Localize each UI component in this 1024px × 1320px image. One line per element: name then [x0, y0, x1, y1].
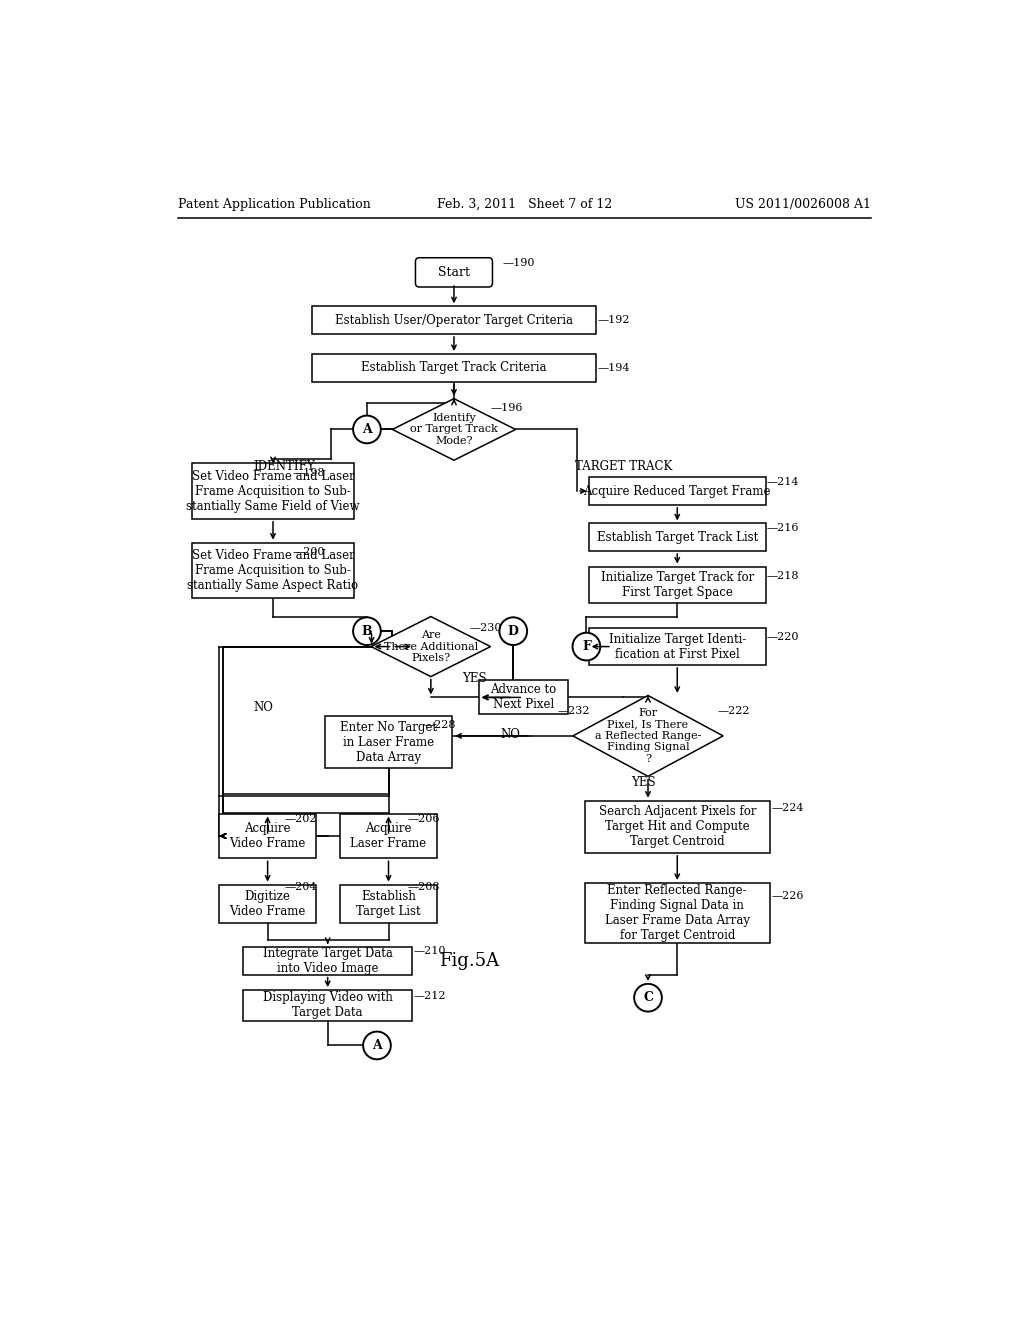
Text: —196: —196 [490, 403, 522, 413]
Text: —200: —200 [292, 546, 325, 557]
Circle shape [572, 632, 600, 660]
Text: —218: —218 [767, 570, 799, 581]
Text: Acquire Reduced Target Frame: Acquire Reduced Target Frame [584, 484, 771, 498]
Text: Advance to
Next Pixel: Advance to Next Pixel [490, 684, 556, 711]
Text: F: F [582, 640, 591, 653]
Text: —222: —222 [717, 706, 750, 717]
FancyBboxPatch shape [243, 946, 413, 974]
Text: Integrate Target Data
into Video Image: Integrate Target Data into Video Image [263, 946, 392, 974]
Text: Start: Start [438, 265, 470, 279]
Circle shape [353, 416, 381, 444]
Text: Establish
Target List: Establish Target List [356, 890, 421, 917]
Text: —208: —208 [408, 882, 440, 892]
Text: —216: —216 [767, 523, 799, 533]
Text: NO: NO [500, 727, 520, 741]
Text: D: D [508, 624, 519, 638]
FancyBboxPatch shape [311, 306, 596, 334]
Text: —190: —190 [503, 259, 535, 268]
Polygon shape [371, 616, 490, 677]
FancyBboxPatch shape [585, 800, 770, 853]
Text: —212: —212 [414, 991, 446, 1001]
Text: —230: —230 [469, 623, 502, 634]
Text: IDENTIFY: IDENTIFY [254, 459, 315, 473]
Text: B: B [361, 624, 373, 638]
Text: —210: —210 [414, 946, 446, 957]
Text: Fig.5A: Fig.5A [438, 952, 499, 970]
Text: —194: —194 [598, 363, 631, 372]
Circle shape [634, 983, 662, 1011]
Text: —228: —228 [423, 721, 456, 730]
FancyBboxPatch shape [589, 566, 766, 603]
Text: C: C [643, 991, 653, 1005]
Text: A: A [362, 422, 372, 436]
FancyBboxPatch shape [585, 883, 770, 942]
Text: —214: —214 [767, 477, 799, 487]
Polygon shape [392, 399, 515, 461]
Circle shape [364, 1032, 391, 1059]
Text: YES: YES [631, 776, 655, 788]
Text: Displaying Video with
Target Data: Displaying Video with Target Data [263, 991, 392, 1019]
Text: Initialize Target Track for
First Target Space: Initialize Target Track for First Target… [601, 572, 754, 599]
Circle shape [500, 618, 527, 645]
Text: YES: YES [462, 672, 486, 685]
Text: US 2011/0026008 A1: US 2011/0026008 A1 [735, 198, 871, 211]
Text: Are
There Additional
Pixels?: Are There Additional Pixels? [384, 630, 478, 663]
Text: —224: —224 [771, 804, 804, 813]
Text: NO: NO [254, 701, 273, 714]
Text: —204: —204 [285, 882, 317, 892]
Text: Establish Target Track List: Establish Target Track List [597, 531, 758, 544]
FancyBboxPatch shape [325, 715, 452, 768]
Text: —232: —232 [558, 706, 591, 717]
FancyBboxPatch shape [340, 884, 436, 923]
Text: Enter No Target
in Laser Frame
Data Array: Enter No Target in Laser Frame Data Arra… [340, 721, 437, 763]
Text: Feb. 3, 2011   Sheet 7 of 12: Feb. 3, 2011 Sheet 7 of 12 [437, 198, 612, 211]
Polygon shape [572, 696, 723, 776]
Text: Enter Reflected Range-
Finding Signal Data in
Laser Frame Data Array
for Target : Enter Reflected Range- Finding Signal Da… [605, 884, 750, 942]
Text: —192: —192 [598, 315, 631, 325]
Text: Acquire
Laser Frame: Acquire Laser Frame [350, 822, 427, 850]
FancyBboxPatch shape [589, 628, 766, 665]
Text: For
Pixel, Is There
a Reflected Range-
Finding Signal
?: For Pixel, Is There a Reflected Range- F… [595, 708, 701, 764]
Text: Establish User/Operator Target Criteria: Establish User/Operator Target Criteria [335, 314, 573, 326]
Text: —206: —206 [408, 814, 440, 824]
FancyBboxPatch shape [589, 524, 766, 552]
Text: —202: —202 [285, 814, 317, 824]
FancyBboxPatch shape [243, 990, 413, 1020]
FancyBboxPatch shape [416, 257, 493, 286]
Text: Patent Application Publication: Patent Application Publication [178, 198, 371, 211]
FancyBboxPatch shape [193, 543, 354, 598]
Text: Set Video Frame and Laser
Frame Acquisition to Sub-
stantially Same Aspect Ratio: Set Video Frame and Laser Frame Acquisit… [187, 549, 358, 591]
Text: —226: —226 [771, 891, 804, 902]
Circle shape [353, 618, 381, 645]
Text: TARGET TRACK: TARGET TRACK [574, 459, 672, 473]
FancyBboxPatch shape [311, 354, 596, 381]
FancyBboxPatch shape [479, 681, 567, 714]
FancyBboxPatch shape [340, 813, 436, 858]
Text: Set Video Frame and Laser
Frame Acquisition to Sub-
stantially Same Field of Vie: Set Video Frame and Laser Frame Acquisit… [186, 470, 359, 512]
FancyBboxPatch shape [589, 478, 766, 506]
Text: Initialize Target Identi-
fication at First Pixel: Initialize Target Identi- fication at Fi… [608, 632, 745, 660]
Text: A: A [372, 1039, 382, 1052]
FancyBboxPatch shape [193, 463, 354, 519]
Text: Digitize
Video Frame: Digitize Video Frame [229, 890, 306, 917]
Text: Search Adjacent Pixels for
Target Hit and Compute
Target Centroid: Search Adjacent Pixels for Target Hit an… [598, 805, 756, 849]
FancyBboxPatch shape [219, 813, 315, 858]
Text: Establish Target Track Criteria: Establish Target Track Criteria [361, 362, 547, 375]
Text: —198: —198 [292, 467, 325, 478]
Text: Acquire
Video Frame: Acquire Video Frame [229, 822, 306, 850]
Text: —220: —220 [767, 632, 799, 643]
FancyBboxPatch shape [219, 884, 315, 923]
Text: Identify
or Target Track
Mode?: Identify or Target Track Mode? [410, 413, 498, 446]
